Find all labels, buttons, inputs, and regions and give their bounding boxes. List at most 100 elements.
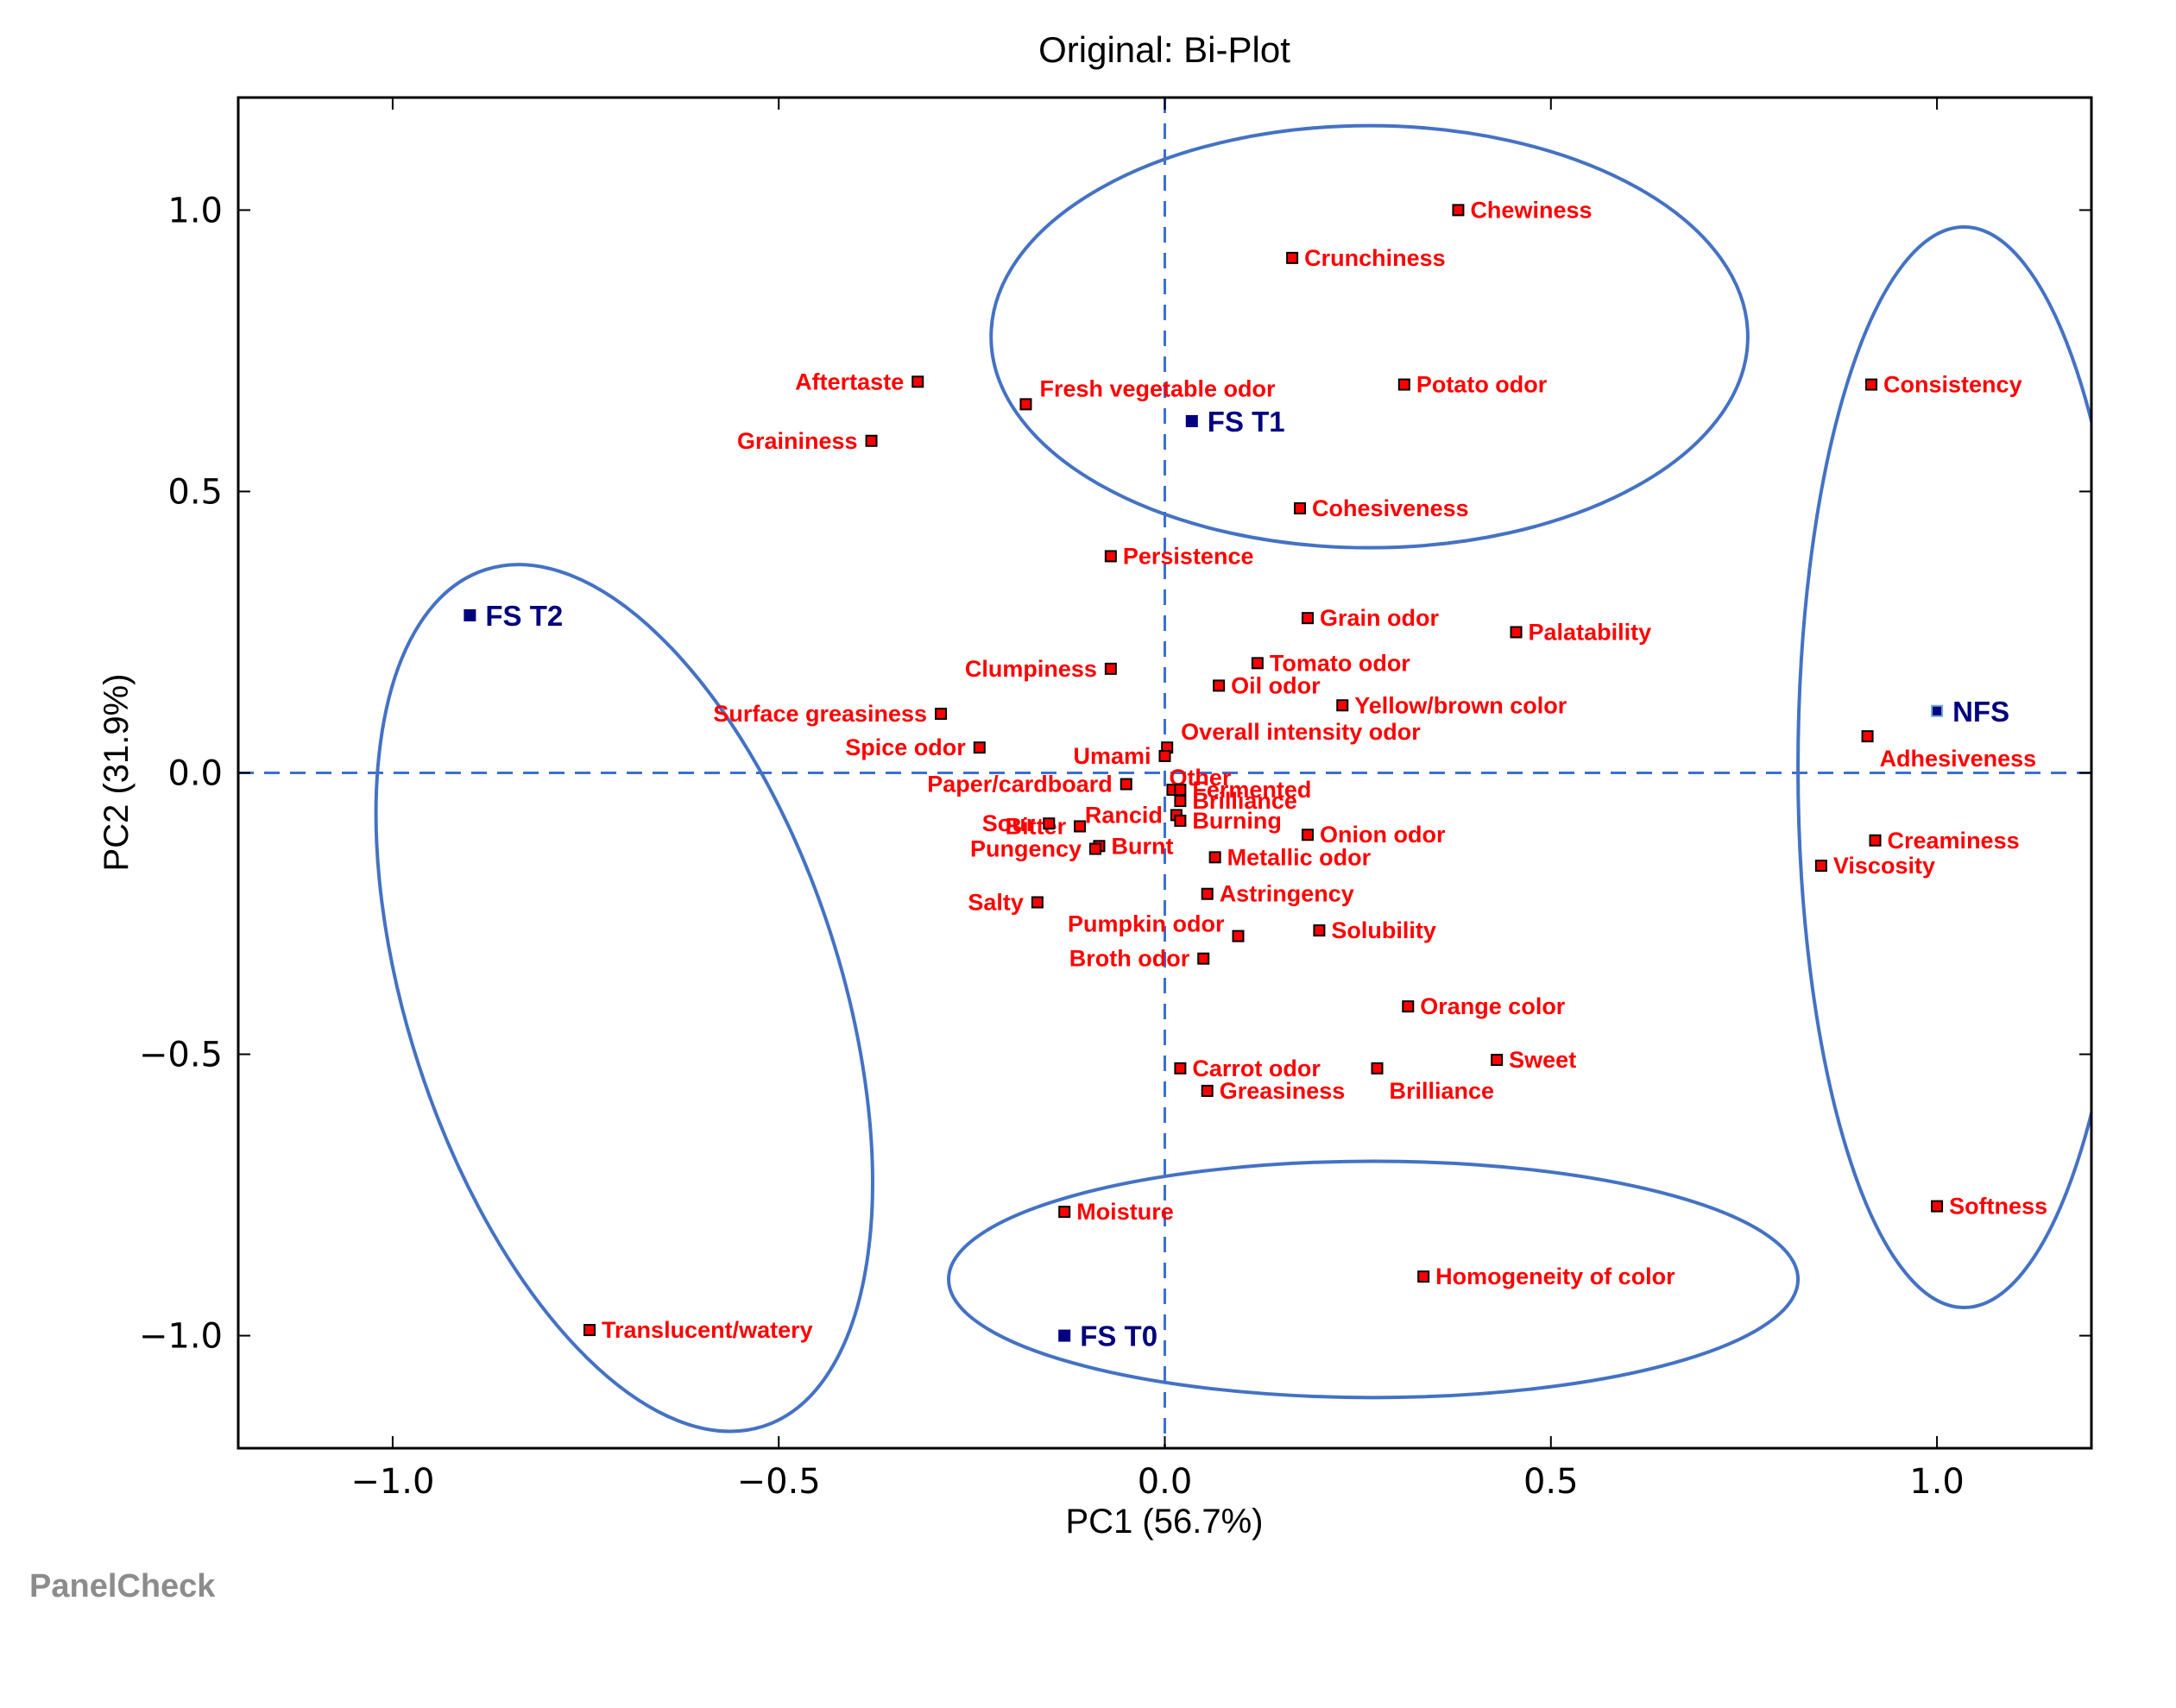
attribute-label: Grain odor <box>1320 605 1439 631</box>
attribute-point <box>911 375 924 388</box>
attribute-label: Persistence <box>1123 543 1254 569</box>
attribute-point <box>1452 204 1465 217</box>
attribute-point <box>1213 679 1226 692</box>
attribute-point <box>1814 860 1827 873</box>
attribute-label: Pungency <box>970 836 1082 862</box>
x-tick-label: 1.0 <box>1909 1462 1965 1502</box>
attribute-point <box>1371 1062 1384 1075</box>
attribute-label: Greasiness <box>1220 1078 1346 1104</box>
attribute-label: Burning <box>1192 808 1281 834</box>
attribute-label: Oil odor <box>1231 672 1321 698</box>
attribute-point <box>1174 784 1187 797</box>
attribute-label: Metallic odor <box>1227 844 1372 870</box>
sample-point <box>464 608 476 621</box>
attribute-point <box>865 434 878 447</box>
cluster-ellipse-left-cluster <box>374 563 874 1434</box>
attribute-label: Clumpiness <box>965 656 1097 682</box>
attribute-point <box>1058 1206 1071 1219</box>
axis-ticks: −1.0 −0.5 0.0 0.5 1.0 1.0 0.5 0.0 −0.5 −1.0 <box>139 98 2091 1502</box>
attribute-point <box>1208 851 1221 864</box>
attribute-label: Fermented <box>1192 777 1311 803</box>
attribute-point <box>1402 1000 1415 1013</box>
attribute-label: Sweet <box>1509 1047 1576 1073</box>
attribute-point <box>1174 1062 1187 1075</box>
attribute-label: Spice odor <box>845 734 966 760</box>
cluster-ellipse-bottom-cluster <box>947 1159 1801 1400</box>
attribute-label: Pumpkin odor <box>1068 911 1225 937</box>
attribute-label: Viscosity <box>1833 853 1935 879</box>
attribute-label: Softness <box>1949 1194 2047 1220</box>
attribute-label: Consistency <box>1883 372 2022 398</box>
attribute-point <box>1861 730 1874 743</box>
attribute-point <box>1301 612 1314 625</box>
attribute-label: Potato odor <box>1416 372 1548 398</box>
attribute-label: Brilliance <box>1192 788 1297 814</box>
attribute-label: Palatability <box>1529 619 1652 645</box>
attribute-point <box>1286 251 1299 264</box>
attribute-label: Graininess <box>737 428 858 454</box>
attribute-label: Chewiness <box>1470 197 1592 223</box>
attribute-point <box>1417 1270 1430 1283</box>
attribute-label: Rancid <box>1085 802 1163 828</box>
x-tick-label: −0.5 <box>737 1462 821 1502</box>
attribute-point <box>1313 924 1326 937</box>
y-tick-label: −1.0 <box>139 1317 223 1357</box>
x-tick-label: −1.0 <box>350 1462 434 1502</box>
attribute-label: Burnt <box>1111 833 1173 859</box>
sample-point <box>1931 704 1944 717</box>
attribute-point <box>1074 820 1087 833</box>
attribute-label: Aftertaste <box>795 369 904 394</box>
attribute-point <box>1201 887 1214 900</box>
attribute-point <box>1865 378 1878 391</box>
attribute-label: Homogeneity of color <box>1435 1264 1675 1289</box>
attribute-label: Overall intensity odor <box>1181 719 1421 745</box>
attribute-point <box>1197 952 1210 965</box>
attribute-point <box>1104 550 1117 563</box>
chart-title: Original: Bi-Plot <box>1038 29 1290 70</box>
attribute-label: Broth odor <box>1069 946 1190 972</box>
y-axis-label: PC2 (31.9%) <box>98 674 136 872</box>
attribute-label: Orange color <box>1420 993 1566 1019</box>
attribute-point <box>1043 817 1056 830</box>
attribute-point <box>1336 699 1349 712</box>
attribute-point <box>935 708 948 721</box>
cluster-ellipse-top-cluster <box>989 123 1750 550</box>
attribute-point <box>1301 829 1314 841</box>
attribute-label: Adhesiveness <box>1880 746 2037 772</box>
attribute-label: Fresh vegetable odor <box>1039 375 1276 401</box>
attribute-label: Creaminess <box>1888 828 2020 854</box>
attribute-label: Umami <box>1073 743 1151 769</box>
sample-label: FS T2 <box>485 600 563 632</box>
attribute-label: Salty <box>968 889 1024 915</box>
attribute-label: Brilliance <box>1390 1078 1495 1104</box>
x-tick-label: 0.0 <box>1138 1462 1193 1502</box>
attribute-point <box>1294 502 1307 515</box>
attribute-point <box>1104 662 1117 675</box>
y-tick-label: 1.0 <box>167 191 223 230</box>
sample-point <box>1058 1329 1071 1342</box>
attribute-label: Moisture <box>1076 1199 1174 1225</box>
attribute-label: Carrot odor <box>1192 1056 1321 1081</box>
attribute-point <box>1174 814 1187 827</box>
attribute-label: Paper/cardboard <box>927 772 1113 797</box>
attribute-label: Tomato odor <box>1270 650 1410 676</box>
attribute-point <box>1232 930 1245 942</box>
attribute-point <box>1031 896 1044 909</box>
x-axis-label: PC1 (56.7%) <box>1066 1503 1264 1541</box>
attribute-point <box>1201 1084 1214 1097</box>
attribute-point <box>1158 749 1171 762</box>
x-tick-label: 0.5 <box>1523 1462 1579 1502</box>
attribute-label: Solubility <box>1331 917 1436 943</box>
attribute-point <box>1019 398 1032 411</box>
attribute-point <box>583 1324 596 1337</box>
attribute-point <box>1510 626 1523 639</box>
attribute-point <box>1174 795 1187 808</box>
sample-point <box>1185 414 1198 427</box>
attribute-label: Astringency <box>1220 881 1354 907</box>
attribute-label: Translucent/watery <box>602 1317 813 1343</box>
attribute-point <box>1251 657 1264 670</box>
sample-label: FS T1 <box>1208 406 1285 438</box>
attribute-label: Surface greasiness <box>713 701 927 727</box>
